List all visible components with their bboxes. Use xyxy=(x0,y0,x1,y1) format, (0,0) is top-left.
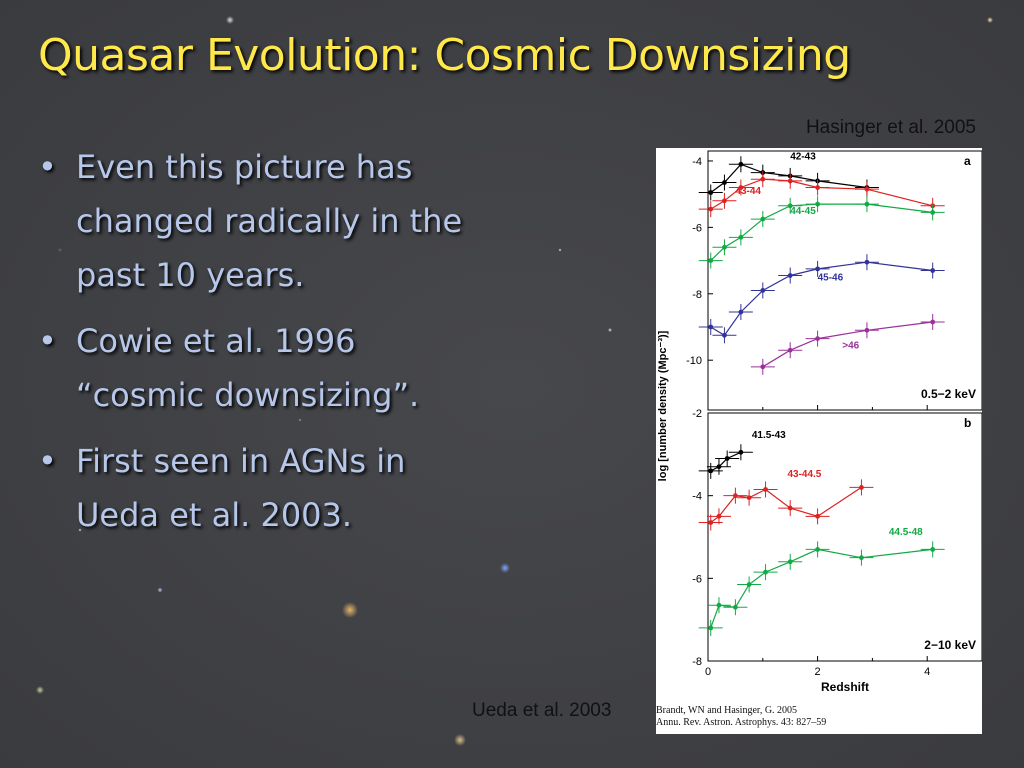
series-line xyxy=(710,261,933,337)
series-label: 43-44 xyxy=(735,186,761,197)
data-point xyxy=(864,259,870,265)
data-point xyxy=(930,547,936,552)
data-point xyxy=(708,190,714,195)
data-point xyxy=(815,266,820,272)
series-label: 45-46 xyxy=(818,273,844,284)
series-label: 44-45 xyxy=(790,206,816,217)
data-point xyxy=(787,273,793,278)
citation-line-2: Annu. Rev. Astron. Astrophys. 43: 827–59 xyxy=(656,717,827,728)
series-line xyxy=(710,486,862,523)
number-density-figure: -4 -6 -8 -10 42-43 43-44 44-45 45-46 >46 a 0.5−2 k… xyxy=(656,148,982,734)
data-point xyxy=(815,513,820,519)
data-point xyxy=(733,604,738,610)
data-point xyxy=(724,456,730,461)
citation-line-1: Brandt, WN and Hasinger, G. 2005 xyxy=(656,705,798,716)
data-point xyxy=(760,288,766,293)
band-label: 0.5−2 keV xyxy=(921,387,976,401)
series-line xyxy=(710,451,742,472)
data-point xyxy=(738,234,744,240)
data-point xyxy=(738,309,744,315)
data-point xyxy=(760,364,766,370)
x-tick-label: 2 xyxy=(815,666,821,678)
data-point xyxy=(722,180,727,185)
y-tick-label: -2 xyxy=(692,408,702,420)
data-point xyxy=(815,185,820,190)
data-point xyxy=(859,485,864,490)
series-line xyxy=(710,548,933,629)
series-label: 44.5-48 xyxy=(889,527,923,538)
data-point xyxy=(708,625,714,631)
data-point xyxy=(738,185,744,190)
data-point xyxy=(763,569,768,575)
y-tick-label: -10 xyxy=(686,355,702,367)
data-point xyxy=(787,178,793,184)
data-point xyxy=(864,201,870,207)
data-point xyxy=(864,327,870,333)
series-label: 42-43 xyxy=(790,151,816,162)
x-tick-label: 0 xyxy=(705,666,711,678)
data-point xyxy=(787,347,793,353)
data-point xyxy=(760,216,766,222)
data-point xyxy=(787,203,793,209)
panel-frame xyxy=(707,150,982,411)
data-point xyxy=(738,449,744,455)
bullet-item: Cowie et al. 1996 “cosmic downsizing”. xyxy=(38,314,478,422)
data-point xyxy=(815,201,820,207)
data-point xyxy=(708,468,714,474)
x-tick-label: 4 xyxy=(924,666,930,678)
credit-hasinger: Hasinger et al. 2005 xyxy=(805,117,976,138)
data-point xyxy=(722,198,727,204)
data-point xyxy=(930,319,936,325)
data-point xyxy=(722,332,727,338)
data-point xyxy=(787,505,793,511)
data-point xyxy=(716,513,722,519)
data-point xyxy=(787,559,793,565)
series-label: 41.5-43 xyxy=(752,430,786,441)
bullet-item: First seen in AGNs in Ueda et al. 2003. xyxy=(38,434,478,542)
slide-title: Quasar Evolution: Cosmic Downsizing xyxy=(38,30,851,81)
panel-label: b xyxy=(964,416,971,430)
data-point xyxy=(722,244,727,250)
data-point xyxy=(859,555,864,561)
panel-label: a xyxy=(964,154,971,168)
data-point xyxy=(864,186,870,192)
data-point xyxy=(760,176,766,182)
data-point xyxy=(930,210,936,215)
figure-citation: Brandt, WN and Hasinger, G. 2005 Annu. R… xyxy=(656,705,826,729)
data-point xyxy=(708,324,714,330)
data-point xyxy=(815,336,820,342)
y-tick-label: -4 xyxy=(692,491,702,503)
chart-svg: -4 -6 -8 -10 42-43 43-44 44-45 45-46 >46 a 0.5−2 k… xyxy=(657,150,982,694)
series-line xyxy=(710,203,933,262)
data-point xyxy=(716,602,722,608)
data-point xyxy=(746,495,752,501)
data-point xyxy=(733,493,738,499)
data-point xyxy=(763,487,768,492)
y-tick-label: -6 xyxy=(692,573,702,585)
x-axis-label: Redshift xyxy=(821,680,869,694)
data-point xyxy=(815,547,820,552)
y-tick-label: -6 xyxy=(692,222,702,234)
y-tick-label: -8 xyxy=(692,656,702,668)
series-label: >46 xyxy=(842,341,859,352)
series-label: 43-44.5 xyxy=(787,469,821,480)
data-point xyxy=(716,464,722,470)
y-axis-label: log [number density (Mpc⁻³)] xyxy=(657,330,669,481)
data-point xyxy=(930,268,936,273)
data-point xyxy=(708,206,714,212)
data-point xyxy=(738,161,744,167)
credit-ueda: Ueda et al. 2003 xyxy=(472,700,612,721)
band-label: 2−10 keV xyxy=(924,638,976,652)
panel-frame xyxy=(707,412,982,662)
bullet-item: Even this picture has changed radically … xyxy=(38,140,478,302)
bullet-list: Even this picture has changed radically … xyxy=(38,140,478,554)
data-point xyxy=(708,520,714,525)
data-point xyxy=(746,582,752,587)
data-point xyxy=(708,258,714,263)
y-tick-label: -4 xyxy=(692,156,702,168)
y-tick-label: -8 xyxy=(692,289,702,301)
